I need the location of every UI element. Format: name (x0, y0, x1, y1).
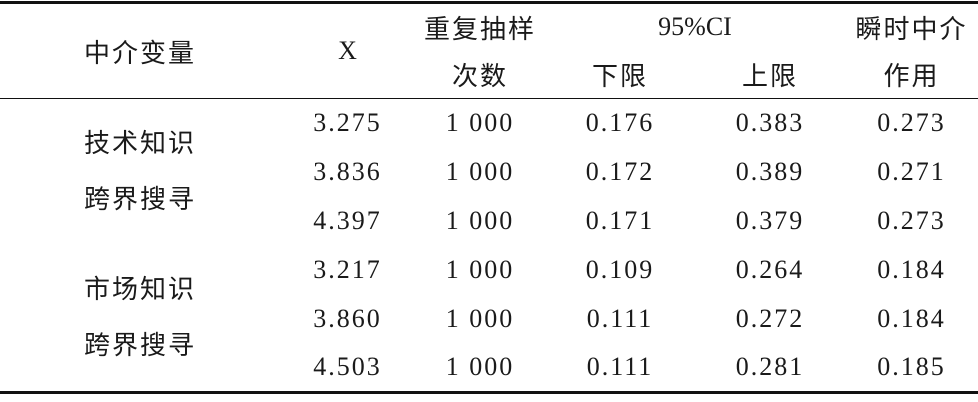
header-cell: X (280, 1, 415, 99)
table-cell: 0.264 (735, 255, 805, 284)
header-cell: 瞬时中介 (845, 1, 978, 51)
table-cell: 3.836 (313, 157, 382, 186)
group-label-line: 技术知识 (83, 129, 196, 159)
table-row: 3.836 1 000 0.172 0.389 0.271 (0, 148, 978, 197)
table-row: 4.397 1 000 0.171 0.379 0.273 (0, 197, 978, 246)
table-cell: 0.272 (735, 304, 805, 333)
data-table: 中介变量 X 重复抽样 95%CI 瞬时中介 次数 下限 上限 作用 技术知识跨… (0, 1, 978, 394)
table-row: 市场知识跨界搜寻 3.217 1 000 0.109 0.264 0.184 (0, 245, 978, 394)
group-label: 技术知识 跨界搜寻 (0, 99, 280, 246)
header-cell: 95%CI (545, 1, 846, 51)
header-cell: 下限 (545, 50, 695, 99)
header-cell: 上限 (695, 50, 846, 99)
table-cell: 4.397 (313, 206, 382, 235)
header-row: 中介变量 X 重复抽样 95%CI 瞬时中介 (0, 1, 978, 99)
table-row: 4.503 1 000 0.111 0.281 0.185 (0, 343, 978, 394)
header-row: 次数 下限 上限 作用 (0, 50, 978, 99)
table-cell: 0.281 (695, 343, 846, 394)
header-cell: 重复抽样 (415, 1, 545, 51)
table-cell: 0.176 (585, 108, 655, 138)
table-cell: 3.217 (313, 255, 382, 284)
group-label-line: 市场知识 (83, 275, 196, 305)
table-cell: 1 000 (415, 343, 545, 394)
table-cell: 0.171 (585, 206, 655, 235)
table-row: 技术知识跨界搜寻 3.275 1 000 0.176 0.383 0.273 (0, 99, 978, 214)
table-cell: 0.379 (735, 206, 805, 235)
table-cell: 1 000 (445, 206, 515, 235)
table-cell: 0.111 (586, 304, 654, 333)
group-label-line: 跨界搜寻 (83, 185, 196, 215)
header-cell: 次数 (415, 50, 545, 99)
table-body: 技术知识跨界搜寻 3.275 1 000 0.176 0.383 0.273 3.836 1 … (0, 99, 978, 394)
table-header: 中介变量 X 重复抽样 95%CI 瞬时中介 次数 下限 上限 作用 (0, 1, 978, 99)
table-cell: 3.275 (313, 108, 382, 138)
group-label-line: 跨界搜寻 (83, 331, 196, 361)
group-label: 市场知识 跨界搜寻 (0, 245, 280, 394)
table-cell: 1 000 (445, 304, 515, 333)
table-cell: 0.271 (877, 157, 946, 186)
table-cell: 0.383 (735, 108, 805, 138)
table-cell: 0.389 (735, 157, 805, 186)
table-cell: 0.111 (545, 343, 695, 394)
header-cell: 中介变量 (0, 1, 280, 99)
table-cell: 0.109 (585, 255, 655, 284)
table-cell: 3.860 (313, 304, 382, 333)
header-cell: 作用 (845, 50, 978, 99)
table-cell: 1 000 (445, 157, 515, 186)
table-cell: 0.273 (877, 206, 946, 235)
table-cell: 4.503 (280, 343, 415, 394)
table-cell: 0.184 (877, 304, 946, 333)
table-cell: 1 000 (445, 108, 515, 138)
table-row: 3.860 1 000 0.111 0.272 0.184 (0, 295, 978, 344)
table-cell: 0.273 (877, 108, 946, 138)
table-cell: 1 000 (445, 255, 515, 284)
table-cell: 0.185 (845, 343, 978, 394)
table-cell: 0.172 (585, 157, 655, 186)
table-cell: 0.184 (877, 255, 946, 284)
